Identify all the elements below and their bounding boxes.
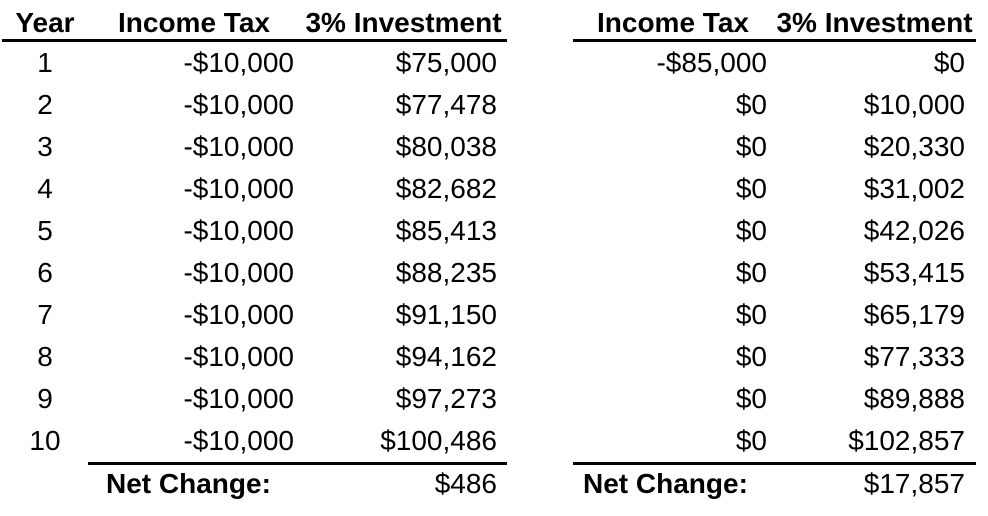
- investment-cell: $100,486: [380, 425, 497, 456]
- table-row: 6 -$10,000 $88,235: [2, 252, 507, 294]
- income-tax-cell: -$10,000: [183, 383, 294, 414]
- income-tax-cell: $0: [735, 383, 767, 414]
- year-cell: 1: [37, 47, 53, 78]
- income-tax-cell: -$10,000: [183, 257, 294, 288]
- income-tax-cell: -$10,000: [183, 173, 294, 204]
- header-row: Year Income Tax 3% Investment: [2, 6, 507, 42]
- table-row: $0 $20,330: [573, 126, 976, 168]
- income-tax-cell: -$10,000: [183, 299, 294, 330]
- investment-cell: $97,273: [395, 383, 497, 414]
- income-tax-cell: -$10,000: [183, 131, 294, 162]
- year-cell: 8: [37, 341, 53, 372]
- income-tax-column-header: Income Tax: [597, 6, 749, 38]
- investment-cell: $91,150: [395, 299, 497, 330]
- table-row: 4 -$10,000 $82,682: [2, 168, 507, 210]
- table-row: $0 $42,026: [573, 210, 976, 252]
- investment-cell: $80,038: [395, 131, 497, 162]
- net-change-label: Net Change:: [106, 468, 271, 499]
- table-row: $0 $65,179: [573, 294, 976, 336]
- investment-cell: $65,179: [863, 299, 965, 330]
- income-tax-cell: $0: [735, 257, 767, 288]
- investment-cell: $20,330: [863, 131, 965, 162]
- table-row: 7 -$10,000 $91,150: [2, 294, 507, 336]
- income-tax-cell: -$10,000: [183, 47, 294, 78]
- investment-cell: $88,235: [395, 257, 497, 288]
- year-column-header: Year: [15, 6, 75, 38]
- table-row: 10 -$10,000 $100,486: [2, 420, 507, 462]
- investment-cell: $82,682: [395, 173, 497, 204]
- table-row: 1 -$10,000 $75,000: [2, 42, 507, 84]
- year-cell: 2: [37, 89, 53, 120]
- income-tax-cell: -$10,000: [183, 89, 294, 120]
- year-cell: 9: [37, 383, 53, 414]
- net-change-row: Net Change: $17,857: [573, 462, 976, 503]
- table-scenario-b: Income Tax 3% Investment -$85,000 $0 $0 …: [573, 6, 976, 503]
- net-change-content: Net Change: $486: [88, 462, 507, 503]
- income-tax-cell: -$10,000: [183, 341, 294, 372]
- table-row: 9 -$10,000 $97,273: [2, 378, 507, 420]
- year-cell: 4: [37, 173, 53, 204]
- year-cell: 3: [37, 131, 53, 162]
- table-row: -$85,000 $0: [573, 42, 976, 84]
- investment-cell: $94,162: [395, 341, 497, 372]
- net-change-value: $486: [434, 468, 497, 499]
- net-change-row: Net Change: $486: [2, 462, 507, 503]
- header-row: Income Tax 3% Investment: [573, 6, 976, 42]
- table-row: 3 -$10,000 $80,038: [2, 126, 507, 168]
- investment-cell: $89,888: [863, 383, 965, 414]
- income-tax-cell: -$10,000: [183, 215, 294, 246]
- year-cell: 10: [29, 425, 61, 456]
- table-row: $0 $31,002: [573, 168, 976, 210]
- investment-cell: $53,415: [863, 257, 965, 288]
- income-tax-cell: $0: [735, 215, 767, 246]
- table-row: $0 $53,415: [573, 252, 976, 294]
- table-row: $0 $77,333: [573, 336, 976, 378]
- net-change-label: Net Change:: [583, 468, 748, 499]
- table-row: $0 $89,888: [573, 378, 976, 420]
- table-scenario-a: Year Income Tax 3% Investment 1 -$10,000…: [2, 6, 507, 503]
- investment-cell: $77,478: [395, 89, 497, 120]
- table-row: 2 -$10,000 $77,478: [2, 84, 507, 126]
- investment-cell: $31,002: [863, 173, 965, 204]
- table-row: $0 $10,000: [573, 84, 976, 126]
- investment-column-header: 3% Investment: [305, 6, 502, 38]
- investment-cell: $85,413: [395, 215, 497, 246]
- investment-cell: $102,857: [848, 425, 965, 456]
- investment-cell: $77,333: [863, 341, 965, 372]
- income-tax-cell: -$85,000: [656, 47, 767, 78]
- investment-cell: $75,000: [395, 47, 497, 78]
- year-cell: 6: [37, 257, 53, 288]
- net-change-value: $17,857: [863, 468, 965, 499]
- income-tax-cell: $0: [735, 341, 767, 372]
- income-tax-column-header: Income Tax: [118, 6, 270, 38]
- table-row: 5 -$10,000 $85,413: [2, 210, 507, 252]
- income-tax-cell: $0: [735, 89, 767, 120]
- investment-column-header: 3% Investment: [776, 6, 973, 38]
- year-cell: 7: [37, 299, 53, 330]
- table-row: $0 $102,857: [573, 420, 976, 462]
- income-tax-cell: $0: [735, 173, 767, 204]
- year-cell: 5: [37, 215, 53, 246]
- income-tax-cell: $0: [735, 299, 767, 330]
- income-tax-cell: -$10,000: [183, 425, 294, 456]
- investment-cell: $0: [933, 47, 965, 78]
- income-tax-cell: $0: [735, 425, 767, 456]
- investment-cell: $10,000: [863, 89, 965, 120]
- investment-cell: $42,026: [863, 215, 965, 246]
- income-tax-cell: $0: [735, 131, 767, 162]
- table-row: 8 -$10,000 $94,162: [2, 336, 507, 378]
